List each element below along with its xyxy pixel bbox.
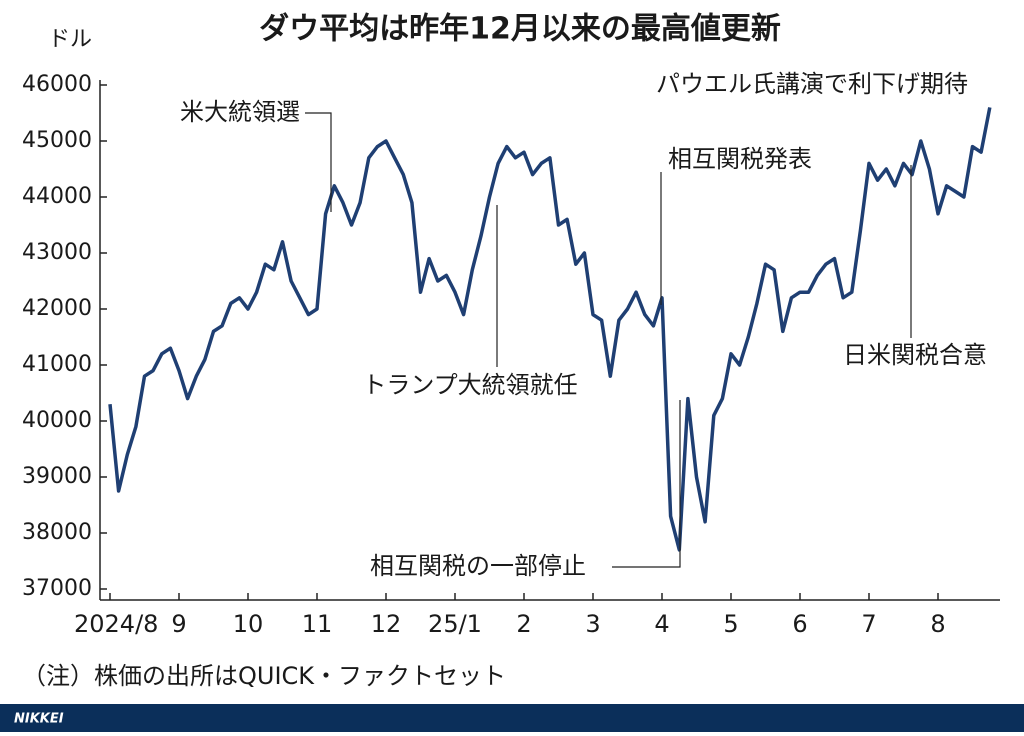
x-tick-label: 12 xyxy=(371,610,402,638)
y-tick-label: 45000 xyxy=(22,128,92,153)
x-tick-label: 3 xyxy=(585,610,600,638)
x-tick-label: 2 xyxy=(516,610,531,638)
annotation: 米大統領選 xyxy=(180,98,300,126)
x-tick-label: 2024/8 xyxy=(74,610,158,638)
y-tick-label: 44000 xyxy=(22,184,92,209)
annotation-line xyxy=(305,112,332,212)
y-tick-label: 39000 xyxy=(22,464,92,489)
x-tick-label: 9 xyxy=(171,610,186,638)
x-tick-label: 11 xyxy=(302,610,333,638)
y-tick-label: 42000 xyxy=(22,296,92,321)
annotation: 日米関税合意 xyxy=(843,341,987,369)
line xyxy=(108,107,992,552)
y-unit: ドル xyxy=(48,27,92,52)
y-tick-label: 41000 xyxy=(22,352,92,377)
x-tick-label: 8 xyxy=(930,610,945,638)
annotation: トランプ大統領就任 xyxy=(362,371,577,399)
x-tick-label: 5 xyxy=(723,610,738,638)
x-tick-label: 7 xyxy=(861,610,876,638)
x-tick-label: 25/1 xyxy=(428,610,482,638)
source: NIKKEI xyxy=(14,712,64,727)
y-tick-label: 46000 xyxy=(22,72,92,97)
annotation: 相互関税の一部停止 xyxy=(370,552,586,580)
x-tick-label: 6 xyxy=(792,610,807,638)
note: （注）株価の出所はQUICK・ファクトセット xyxy=(22,662,506,690)
x-tick-label: 10 xyxy=(233,610,264,638)
y-tick-label: 38000 xyxy=(22,520,92,545)
y-tick-label: 40000 xyxy=(22,408,92,433)
y-tick-label: 43000 xyxy=(22,240,92,265)
y-tick-label: 37000 xyxy=(22,576,92,601)
annotation: 相互関税発表 xyxy=(668,145,812,173)
x-tick-label: 4 xyxy=(654,610,669,638)
annotation: パウエル氏講演で利下げ期待 xyxy=(656,70,968,98)
footer-bar xyxy=(0,704,1024,732)
annotation-line xyxy=(612,400,681,568)
chart-title: ダウ平均は昨年12月以来の最高値更新 xyxy=(259,12,781,47)
